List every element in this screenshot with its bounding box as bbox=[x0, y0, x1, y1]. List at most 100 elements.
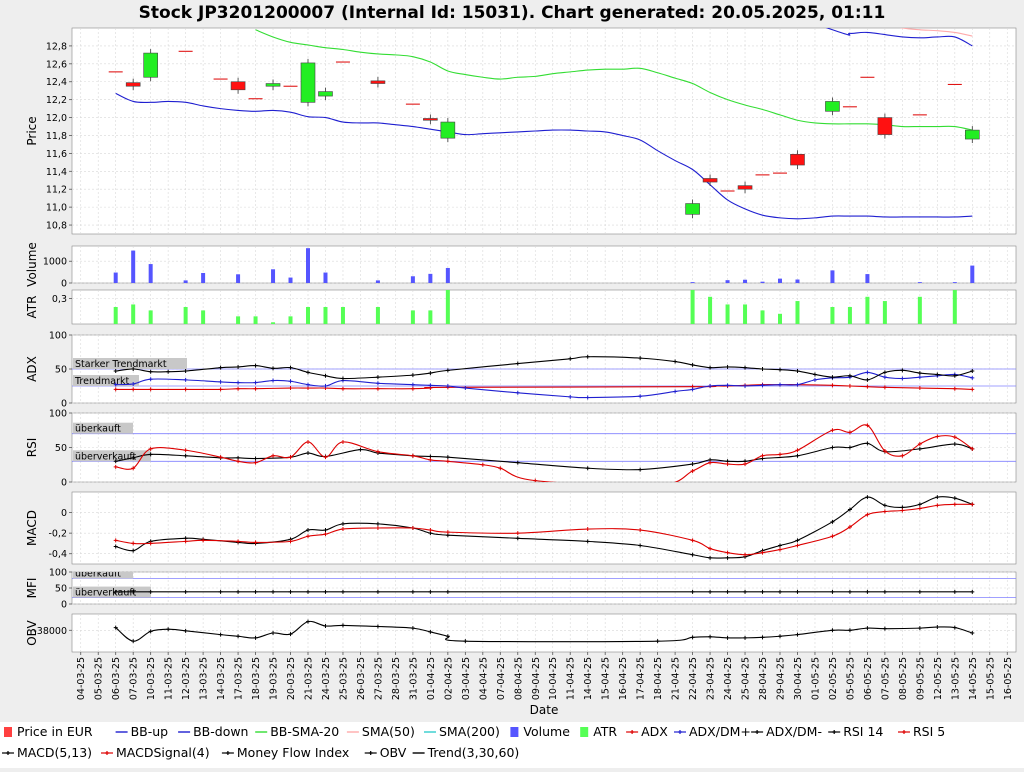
y-tick-label: 12,2 bbox=[46, 95, 67, 106]
series-point-macdsignal-4- bbox=[917, 506, 922, 511]
series-point-money-flow-index bbox=[725, 589, 730, 594]
series-point-rsi-14 bbox=[795, 453, 800, 458]
series-point-adx-dm- bbox=[568, 394, 573, 399]
series-point-adx-dm- bbox=[131, 381, 136, 386]
series-point-macd-5-13- bbox=[375, 521, 380, 526]
legend-item: ADX/DM- bbox=[751, 724, 822, 739]
series-point-obv bbox=[463, 639, 468, 644]
panel-volume: 0 1000 Volume bbox=[25, 242, 1017, 290]
legend-label: OBV bbox=[380, 745, 407, 760]
bar-atr bbox=[410, 310, 415, 324]
candle-up bbox=[300, 62, 316, 103]
x-tick-label: 04-03-25 bbox=[76, 657, 87, 700]
legend-marker bbox=[105, 751, 109, 755]
series-layer: überkauft überverkauft bbox=[72, 422, 1016, 482]
series-point-rsi-14 bbox=[690, 462, 695, 467]
series-point-obv bbox=[778, 634, 782, 639]
series-point-adx-dm- bbox=[638, 356, 643, 361]
y-tick-label: 12,6 bbox=[46, 59, 67, 70]
series-point-macdsignal-4- bbox=[830, 534, 835, 539]
series-point-rsi-5 bbox=[830, 428, 835, 433]
series-point-adx-dm- bbox=[113, 369, 118, 374]
bar-volume bbox=[970, 265, 975, 283]
series-point-adx-dm- bbox=[795, 382, 800, 387]
candle-up bbox=[964, 129, 980, 140]
series-point-macd-5-13- bbox=[708, 555, 713, 560]
y-axis-label: Price bbox=[25, 116, 39, 145]
series-point-adx bbox=[288, 386, 293, 391]
series-point-macdsignal-4- bbox=[428, 528, 433, 533]
series-point-adx-dm- bbox=[743, 384, 748, 388]
chart-title: Stock JP3201200007 (Internal Id: 15031).… bbox=[139, 3, 886, 23]
series-point-macd-5-13- bbox=[917, 502, 922, 507]
series-point-rsi-14 bbox=[253, 456, 258, 461]
series-point-obv bbox=[743, 635, 748, 640]
legend-marker bbox=[755, 730, 760, 734]
series-point-macdsignal-4- bbox=[743, 552, 748, 557]
plot-area bbox=[71, 613, 1017, 653]
series-point-adx-dm- bbox=[113, 382, 118, 387]
series-point-rsi-5 bbox=[865, 423, 870, 428]
series-point-macd-5-13- bbox=[131, 548, 136, 553]
y-tick-label: 50 bbox=[55, 443, 67, 454]
series-point-macdsignal-4- bbox=[690, 538, 695, 543]
series-point-obv bbox=[306, 619, 310, 624]
series-point-adx-dm- bbox=[760, 367, 765, 371]
x-tick-label: 18-04-25 bbox=[653, 657, 664, 700]
series-point-macd-5-13- bbox=[935, 495, 940, 500]
bar-volume bbox=[131, 250, 136, 283]
series-point-adx bbox=[306, 386, 310, 391]
legend-marker bbox=[832, 730, 837, 734]
y-axis-label: RSI bbox=[25, 438, 39, 458]
series-point-rsi-14 bbox=[148, 452, 153, 457]
legend-label: BB-SMA-20 bbox=[270, 724, 339, 739]
series-point-adx bbox=[917, 386, 922, 391]
bar-atr bbox=[375, 307, 380, 324]
legend-label: Money Flow Index bbox=[237, 745, 349, 760]
legend-item: BB-down bbox=[178, 724, 248, 739]
series-point-adx-dm- bbox=[743, 365, 748, 370]
series-point-adx-dm- bbox=[673, 389, 678, 394]
series-point-rsi-5 bbox=[900, 453, 905, 458]
threshold-label: Trendmarkt bbox=[74, 376, 129, 387]
plot-area bbox=[71, 491, 1017, 565]
x-tick-label: 05-05-25 bbox=[845, 657, 856, 700]
series-point-rsi-5 bbox=[236, 459, 241, 464]
series-point-rsi-14 bbox=[865, 441, 870, 446]
series-point-money-flow-index bbox=[131, 589, 136, 594]
series-point-rsi-5 bbox=[917, 442, 922, 447]
x-tick-label: 07-04-25 bbox=[496, 657, 507, 700]
series-point-rsi-5 bbox=[480, 462, 485, 467]
series-point-adx-dm- bbox=[375, 381, 380, 386]
x-tick-label: 17-04-25 bbox=[636, 657, 647, 700]
series-point-rsi-14 bbox=[830, 445, 835, 450]
x-tick-label: 26-03-25 bbox=[356, 657, 367, 700]
series-point-macdsignal-4- bbox=[585, 527, 590, 532]
series-point-rsi-5 bbox=[218, 455, 223, 460]
x-tick-label: 07-03-25 bbox=[129, 657, 140, 700]
series-point-obv bbox=[690, 635, 695, 640]
legend-item: SMA(200) bbox=[424, 724, 500, 739]
legend-label: Trend(3,30,60) bbox=[427, 745, 520, 760]
series-point-adx-dm- bbox=[288, 379, 293, 384]
series-point-macdsignal-4- bbox=[847, 524, 852, 529]
series-point-rsi-5 bbox=[131, 466, 136, 471]
series-point-adx-dm- bbox=[812, 372, 817, 377]
series-point-money-flow-index bbox=[917, 589, 922, 594]
bar-atr bbox=[865, 296, 870, 324]
series-point-macdsignal-4- bbox=[795, 543, 800, 548]
bar-atr bbox=[725, 304, 730, 324]
x-tick-label: 28-03-25 bbox=[391, 657, 402, 700]
x-tick-label: 18-03-25 bbox=[251, 657, 262, 700]
series-point-adx-dm- bbox=[865, 370, 870, 375]
series-point-money-flow-index bbox=[253, 589, 258, 594]
series-point-adx-dm- bbox=[306, 370, 310, 375]
series-point-adx-dm- bbox=[148, 377, 153, 382]
series-point-adx-dm- bbox=[253, 380, 258, 385]
bar-volume bbox=[201, 272, 206, 283]
series-point-adx-dm- bbox=[725, 364, 730, 369]
series-point-macd-5-13- bbox=[830, 519, 835, 524]
y-tick-label: 100 bbox=[49, 331, 67, 342]
bar-volume bbox=[743, 279, 748, 283]
